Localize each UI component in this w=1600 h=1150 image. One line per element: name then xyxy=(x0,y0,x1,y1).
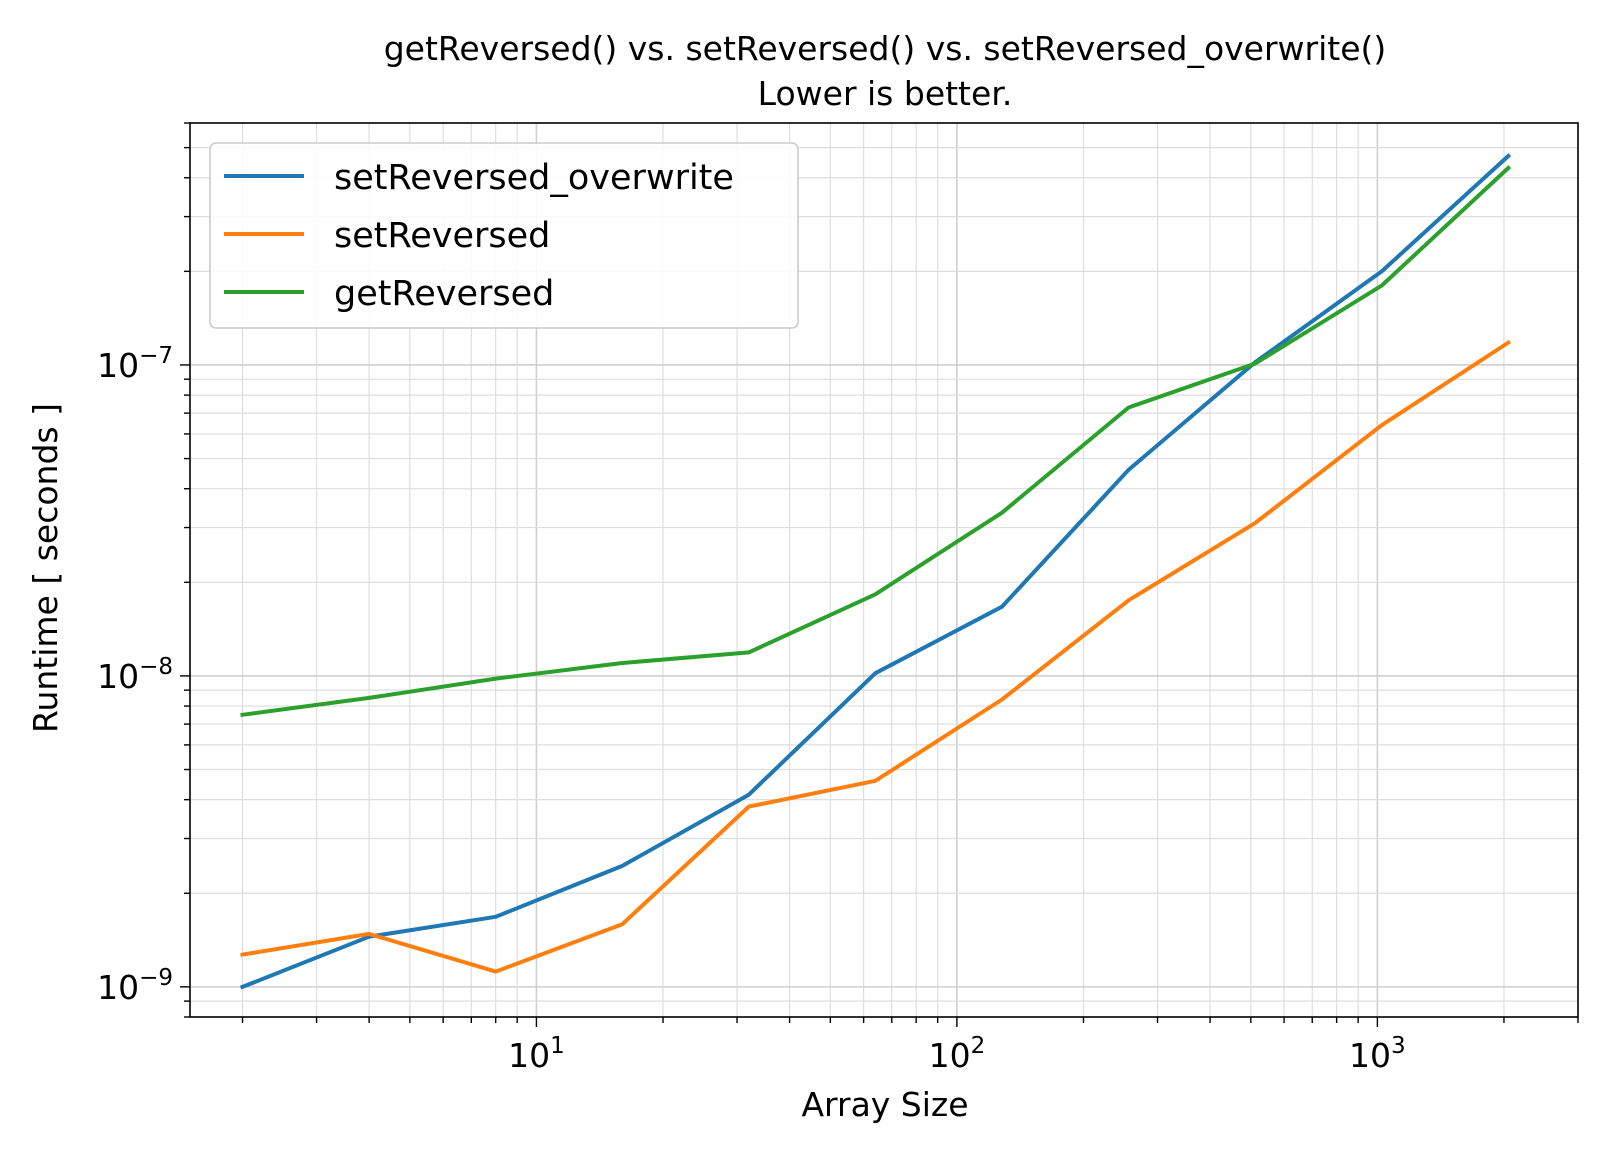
y-tick-label: 10−7 xyxy=(97,343,173,385)
plot-frame xyxy=(189,122,1579,1018)
x-tick-label: 101 xyxy=(508,1033,565,1075)
axis-ticks: 101 102 103 10−9 10−8 10−7 xyxy=(97,122,1579,1075)
y-tick-label: 10−8 xyxy=(97,654,173,696)
y-tick-label: 10−9 xyxy=(97,965,173,1007)
chart-title: getReversed() vs. setReversed() vs. setR… xyxy=(384,29,1387,68)
series-line-setReversed_overwrite xyxy=(239,153,1512,990)
y-axis-label: Runtime [ seconds ] xyxy=(26,403,65,733)
series-line-getReversed xyxy=(240,165,1512,718)
legend-entry-getReversed: getReversed xyxy=(334,274,554,314)
series-lines xyxy=(239,153,1512,990)
legend: setReversed_overwrite setReversed getRever… xyxy=(209,142,799,329)
x-tick-label: 103 xyxy=(1349,1033,1406,1075)
x-axis-label: Array Size xyxy=(801,1085,968,1124)
legend-box xyxy=(209,142,799,329)
chart-subtitle: Lower is better. xyxy=(758,74,1013,113)
legend-entry-setReversed_overwrite: setReversed_overwrite xyxy=(334,158,734,198)
legend-entry-setReversed: setReversed xyxy=(334,216,550,256)
x-tick-label: 102 xyxy=(929,1033,986,1075)
series-line-setReversed xyxy=(240,339,1512,974)
